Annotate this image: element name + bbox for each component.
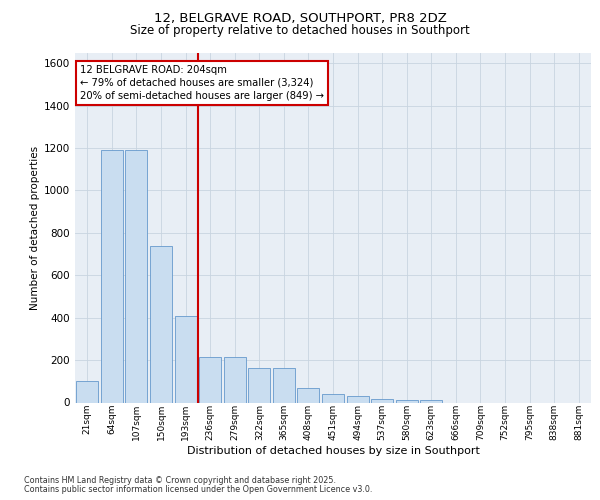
Bar bbox=[76, 382, 98, 402]
Bar bbox=[175, 316, 197, 402]
X-axis label: Distribution of detached houses by size in Southport: Distribution of detached houses by size … bbox=[187, 446, 479, 456]
Bar bbox=[248, 368, 271, 402]
Bar bbox=[371, 400, 393, 402]
Bar bbox=[150, 246, 172, 402]
Text: Contains HM Land Registry data © Crown copyright and database right 2025.: Contains HM Land Registry data © Crown c… bbox=[24, 476, 336, 485]
Bar bbox=[347, 396, 368, 402]
Text: 12 BELGRAVE ROAD: 204sqm
← 79% of detached houses are smaller (3,324)
20% of sem: 12 BELGRAVE ROAD: 204sqm ← 79% of detach… bbox=[80, 64, 324, 101]
Bar bbox=[298, 388, 319, 402]
Bar bbox=[420, 400, 442, 402]
Y-axis label: Number of detached properties: Number of detached properties bbox=[30, 146, 40, 310]
Bar bbox=[101, 150, 123, 403]
Bar bbox=[125, 150, 148, 403]
Text: Contains public sector information licensed under the Open Government Licence v3: Contains public sector information licen… bbox=[24, 485, 373, 494]
Bar bbox=[199, 357, 221, 403]
Bar bbox=[322, 394, 344, 402]
Bar bbox=[395, 400, 418, 402]
Text: Size of property relative to detached houses in Southport: Size of property relative to detached ho… bbox=[130, 24, 470, 37]
Bar bbox=[224, 357, 246, 403]
Bar bbox=[273, 368, 295, 402]
Text: 12, BELGRAVE ROAD, SOUTHPORT, PR8 2DZ: 12, BELGRAVE ROAD, SOUTHPORT, PR8 2DZ bbox=[154, 12, 446, 25]
